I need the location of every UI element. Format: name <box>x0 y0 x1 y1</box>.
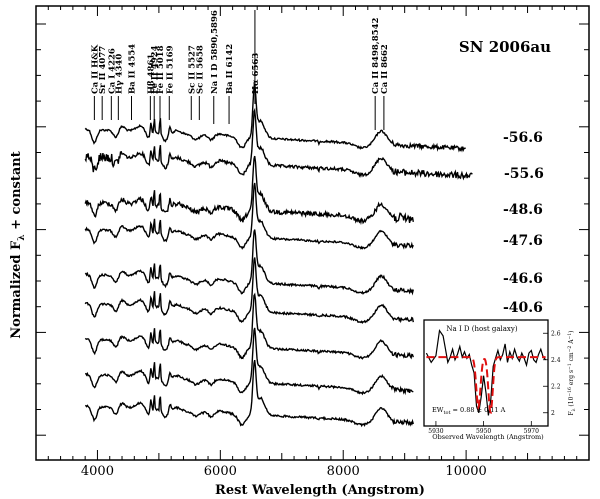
phase-label: -40.6 <box>503 300 543 316</box>
line-id-label: Ca II 8662 <box>380 44 390 94</box>
inset-x-tick-label: 5970 <box>524 428 539 435</box>
inset-x-tick-label: 5930 <box>428 428 443 435</box>
phase-label: -56.6 <box>503 130 543 146</box>
inset-y-label-exp1: −16 <box>567 387 573 397</box>
x-tick-label: 6000 <box>204 464 237 479</box>
inset-fit-line <box>426 356 546 415</box>
inset-y-tick-label: 2.6 <box>551 330 561 337</box>
inset-y-label-mid1: erg s <box>568 370 575 387</box>
inset-panel: 5930 5950 5970 2 2.2 2.4 2.6 Na I D (host gala… <box>423 319 577 441</box>
y-axis-label-subscript: λ <box>17 234 27 240</box>
line-id-label: Fe II 5169 <box>165 45 175 94</box>
inset-y-label-mid3: A <box>568 339 575 346</box>
inset-y-label-exp2: −1 <box>567 363 573 370</box>
x-tick-label: 4000 <box>81 464 114 479</box>
chart-title: SN 2006au <box>459 38 551 56</box>
inset-y-tick-label: 2.4 <box>551 357 561 364</box>
inset-y-label-exp4: −1 <box>567 333 573 340</box>
line-id-label: Hβ 4861 <box>146 54 156 94</box>
spectrum-line <box>84 292 414 360</box>
inset-y-label-f: F <box>568 411 575 415</box>
phase-label: -47.6 <box>503 233 543 249</box>
line-id-label: Fe II 4924 <box>150 45 160 94</box>
spectrum-line <box>84 257 414 324</box>
plot-frame <box>35 5 590 461</box>
y-axis-label: Normalized Fλ + constant <box>9 151 27 338</box>
inset-y-axis-label: Fλ (10−16 erg s−1 cm−2 A−1) <box>567 330 577 415</box>
line-id-label: Hγ 4340 <box>114 54 124 94</box>
line-id-label: Ca II H&K <box>90 44 100 94</box>
inset-frame <box>423 319 549 427</box>
spectrum-line <box>84 83 467 153</box>
inset-y-label-close: ) <box>568 330 575 332</box>
x-axis-label: Rest Wavelength (Angstrom) <box>215 483 425 498</box>
inset-ew-value: = 0.88 ± 0.11 A <box>450 406 505 414</box>
inset-ew-label: EW <box>432 406 444 414</box>
line-id-label: Sc II 5658 <box>195 45 205 94</box>
line-id-label: Ba II 6142 <box>225 44 235 94</box>
line-id-label: Ca II 8498,8542 <box>371 17 381 94</box>
inset-title: Na I D (host galaxy) <box>446 325 517 333</box>
inset-y-label-exp3: −2 <box>567 346 573 353</box>
line-id-label: Sc II 5527 <box>187 45 197 94</box>
spectrum-line <box>84 107 473 181</box>
x-tick-label: 10000 <box>445 464 486 479</box>
spectrum-line <box>84 327 414 396</box>
inset-ew-annotation: EWtot = 0.88 ± 0.11 A <box>432 406 506 416</box>
line-id-label: Sr II 4077 <box>98 46 108 94</box>
inset-x-tick-label: 5950 <box>476 428 491 435</box>
spectrum-line <box>84 155 414 226</box>
inset-y-label-unit: (10 <box>568 396 575 408</box>
inset-y-tick-label: 2.2 <box>551 383 561 390</box>
y-axis-label-tail: + constant <box>9 151 24 234</box>
phase-label: -48.6 <box>503 202 543 218</box>
inset-ew-subscript: tot <box>443 410 450 416</box>
phase-label: -55.6 <box>504 166 544 182</box>
inset-y-tick-label: 2 <box>551 410 555 417</box>
inset-y-label-mid2: cm <box>568 352 575 363</box>
line-id-label: Hα 6563 <box>251 53 261 94</box>
line-id-label: Ba II 4554 <box>128 44 138 94</box>
spectrum-line <box>84 182 414 250</box>
spectrum-line <box>85 359 414 428</box>
spectra-group <box>84 83 473 428</box>
main-axes: 4000 6000 8000 10000 <box>35 5 590 479</box>
spectrum-line <box>84 229 414 296</box>
inset-y-label-sub: λ <box>571 408 577 411</box>
x-tick-label: 8000 <box>327 464 360 479</box>
inset-x-axis-label: Observed Wavelength (Angstrom) <box>432 433 544 441</box>
phase-label: -46.6 <box>503 271 543 287</box>
line-id-label: Fe II 5018 <box>156 45 166 94</box>
line-id-label: Na I D 5890,5896 <box>210 10 220 94</box>
line-id-label: Ca I 4226 <box>107 48 117 94</box>
y-axis-label-main: Normalized F <box>9 240 24 339</box>
